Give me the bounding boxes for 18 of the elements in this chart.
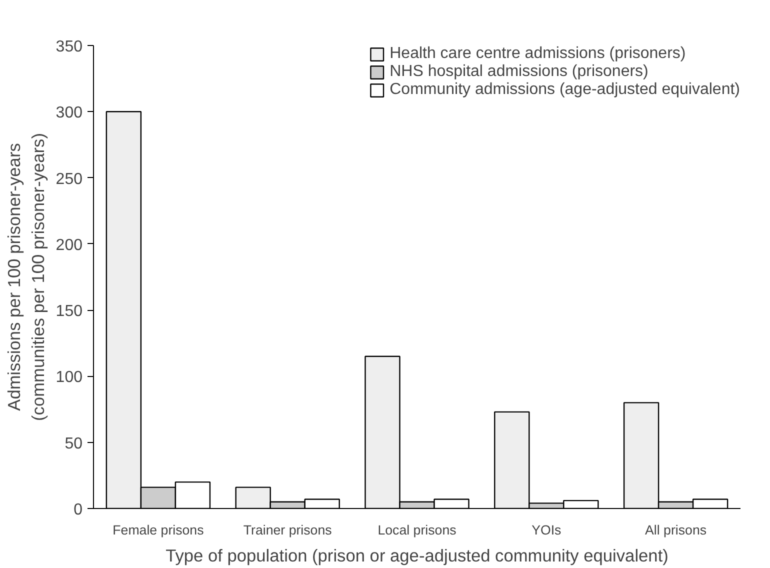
legend-label: Community admissions (age-adjusted equivalent)	[390, 81, 740, 99]
x-axis-title: Type of population (prison or age-adjusted community equivalent)	[166, 546, 668, 566]
y-tick-label: 250	[56, 170, 83, 188]
x-tick-label: Local prisons	[378, 522, 457, 538]
y-tick-label: 0	[74, 502, 83, 518]
y-tick-label: 200	[56, 236, 83, 254]
x-tick-label: YOIs	[532, 522, 562, 538]
y-tick-label: 300	[56, 104, 83, 122]
y-tick-label: 100	[56, 369, 83, 386]
y-tick-label: 350	[56, 38, 83, 56]
y-axis-title: Admissions per 100 prisoner-years (communities per 100 prisoner-years)	[4, 133, 48, 421]
legend-label: NHS hospital admissions (prisoners)	[390, 63, 648, 81]
x-tick-label: Female prisons	[112, 522, 204, 538]
y-tick-label: 150	[56, 303, 83, 320]
x-tick-label: All prisons	[645, 522, 707, 538]
x-tick-label: Trainer prisons	[243, 522, 332, 538]
legend-label: Health care centre admissions (prisoners)	[390, 45, 686, 63]
y-tick-label: 50	[64, 435, 83, 452]
